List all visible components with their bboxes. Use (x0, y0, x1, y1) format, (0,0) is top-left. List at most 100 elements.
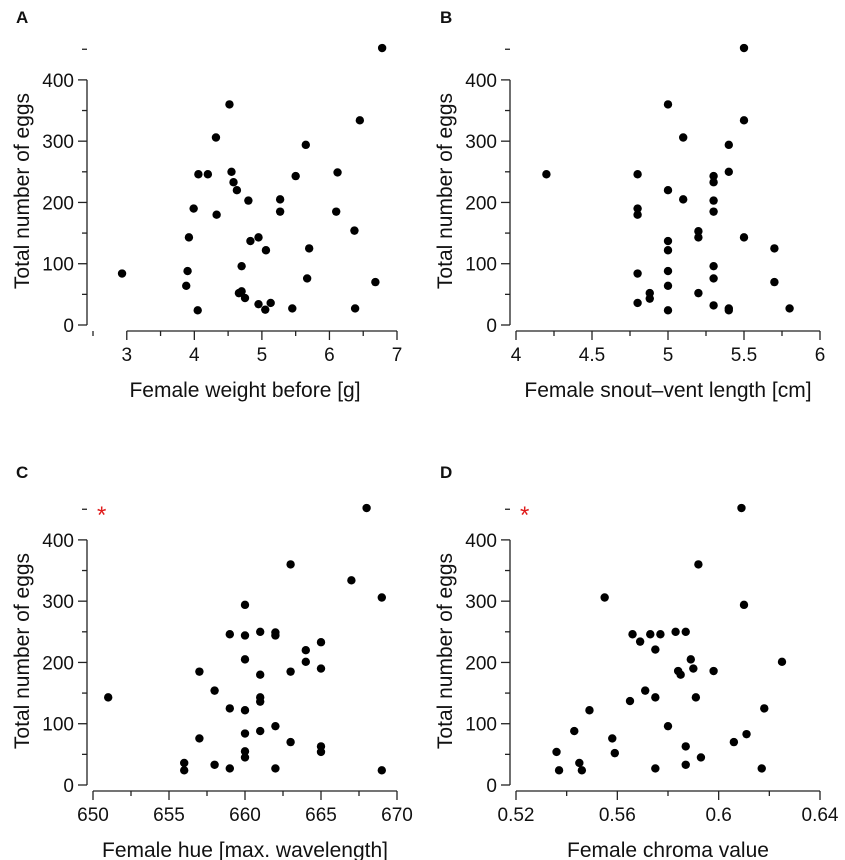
data-point (237, 261, 246, 271)
data-point (709, 196, 718, 205)
data-point (696, 753, 706, 762)
data-point (694, 560, 703, 569)
data-point (552, 747, 561, 757)
data-point (291, 171, 300, 181)
data-point (261, 305, 270, 314)
x-tick-label: 6 (815, 345, 826, 366)
data-point (646, 630, 655, 639)
y-tick-label: 100 (465, 255, 497, 276)
panel-a: A 3 4 5 6 7 0 100 200 300 400 Female weight before … (11, 8, 402, 402)
data-point (709, 171, 718, 181)
data-point (316, 638, 326, 647)
data-point (663, 266, 673, 276)
data-point (739, 233, 749, 242)
data-point (610, 748, 619, 758)
data-point (240, 631, 250, 640)
panel-d: D 0.52 0.56 0.6 0.64 0 100 200 300 400 Female chro… (434, 463, 839, 860)
data-point (189, 204, 198, 213)
data-point (694, 288, 703, 298)
y-tick-label: 300 (42, 592, 74, 613)
data-point (261, 246, 271, 255)
data-point (225, 704, 234, 713)
data-point (635, 637, 645, 646)
data-point (757, 764, 766, 773)
data-point (180, 766, 189, 775)
significance-marker: * (97, 502, 106, 529)
x-tick-label: 655 (153, 805, 185, 826)
y-axis-title: Total number of eggs (434, 93, 457, 289)
x-tick-label: 0.56 (599, 805, 636, 826)
data-point (663, 236, 673, 246)
data-point (302, 274, 312, 283)
data-point (333, 168, 342, 177)
data-point (633, 298, 642, 308)
y-tick-label: 200 (42, 653, 74, 674)
data-point (210, 686, 219, 695)
data-point (709, 301, 718, 310)
data-point (709, 207, 718, 216)
data-point (633, 210, 642, 219)
data-point (240, 293, 250, 303)
data-point (724, 167, 733, 177)
data-point (332, 207, 341, 216)
data-point (240, 753, 250, 762)
x-tick-label: 6 (324, 345, 335, 366)
x-axis-title: Female snout–vent length [cm] (524, 379, 811, 402)
data-point (663, 281, 673, 290)
data-point (195, 734, 204, 743)
data-point (271, 764, 280, 773)
y-axis-title: Total number of eggs (434, 553, 457, 749)
data-point (679, 195, 688, 204)
panel-letter: A (16, 8, 28, 27)
y-tick-label: 0 (486, 776, 497, 797)
x-tick-label: 660 (229, 805, 261, 826)
data-point (724, 306, 733, 315)
data-point (362, 503, 371, 513)
data-point (244, 196, 253, 205)
data-point (663, 246, 673, 255)
data-point (377, 766, 386, 775)
data-point (681, 627, 690, 637)
data-point (651, 645, 660, 654)
data-point (371, 277, 380, 287)
data-point (681, 760, 690, 769)
data-point (350, 226, 359, 235)
x-tick-label: 7 (392, 345, 403, 366)
data-point (770, 277, 779, 287)
data-point (633, 204, 642, 213)
data-point (240, 655, 250, 664)
data-point (286, 667, 295, 676)
x-tick-label: 0.6 (705, 805, 731, 826)
data-point (256, 670, 265, 679)
data-point (575, 758, 584, 768)
data-point (193, 306, 202, 315)
data-point (240, 729, 250, 738)
y-tick-label: 400 (465, 71, 497, 92)
data-point (651, 693, 660, 702)
panel-c: C 650 655 660 665 670 0 100 200 300 400 Female hue … (11, 463, 413, 860)
data-point (117, 269, 127, 278)
data-point (724, 140, 733, 150)
data-point (286, 560, 295, 569)
data-point (377, 593, 386, 602)
y-tick-label: 400 (465, 531, 497, 552)
data-point (785, 304, 794, 313)
data-point (663, 721, 673, 731)
data-point (760, 704, 769, 713)
data-point (663, 185, 673, 195)
x-tick-label: 4.5 (579, 345, 605, 366)
data-point (742, 729, 751, 739)
data-point (256, 726, 265, 736)
data-point (656, 630, 665, 639)
x-tick-label: 4 (511, 345, 522, 366)
data-point (254, 233, 263, 242)
data-point (246, 236, 255, 246)
x-tick-label: 0.52 (498, 805, 535, 826)
data-point (288, 304, 297, 313)
data-point (377, 43, 387, 53)
data-point (694, 233, 703, 242)
data-point (554, 766, 564, 775)
data-point (266, 298, 275, 308)
data-point (301, 140, 310, 150)
